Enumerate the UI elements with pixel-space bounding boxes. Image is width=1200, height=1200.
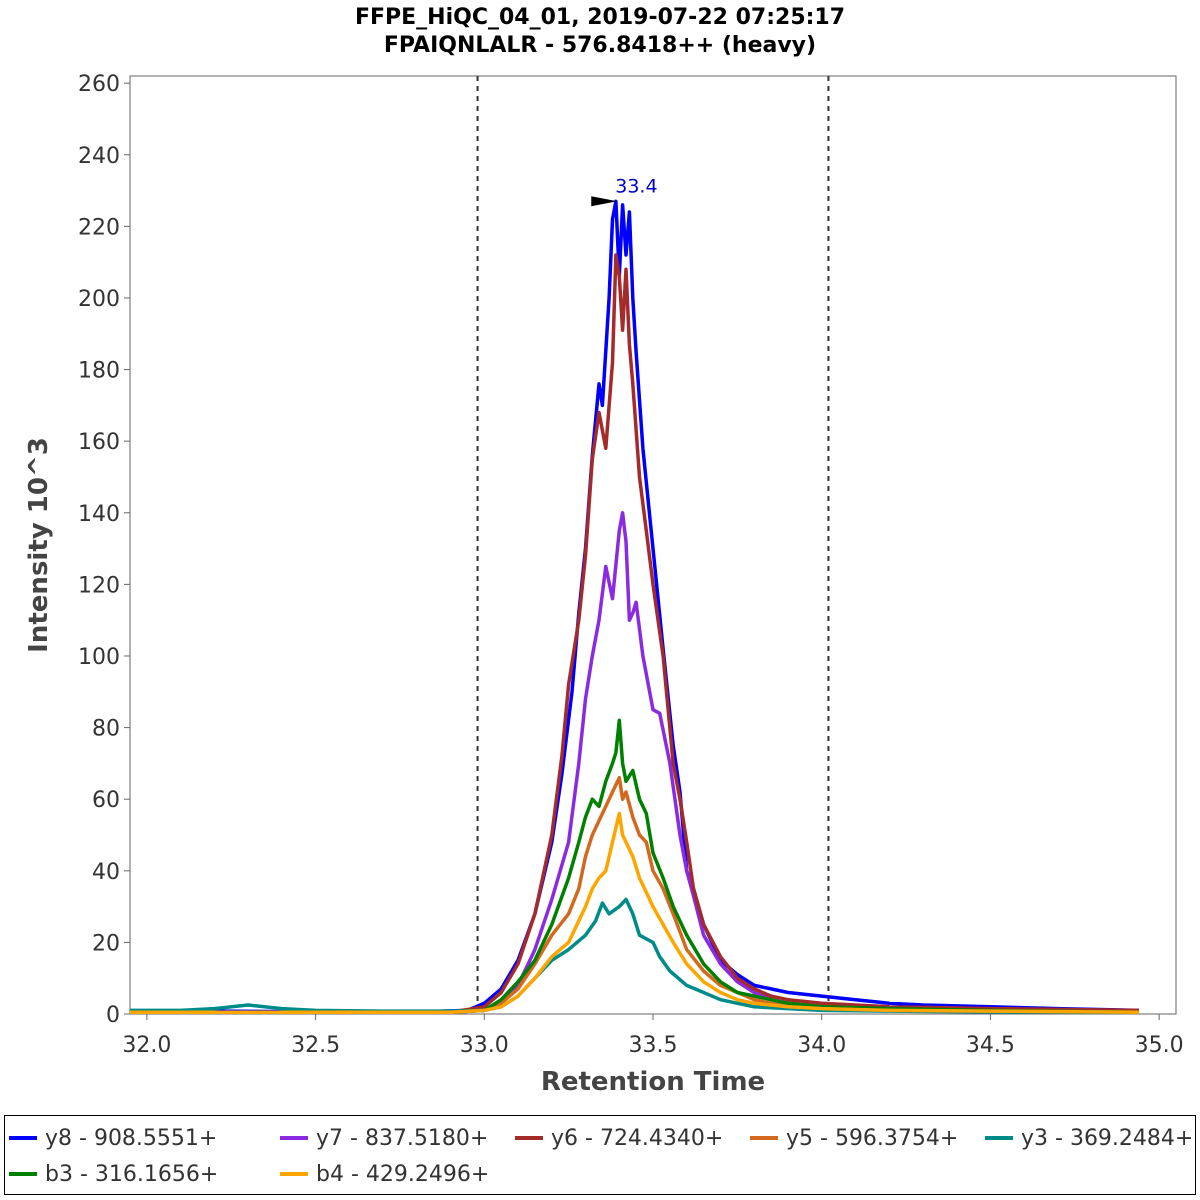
legend-item: y8 - 908.5551+ — [9, 1122, 217, 1154]
peak-annotation: 33.4 — [591, 175, 658, 207]
peak-label: 33.4 — [615, 175, 657, 197]
series-line-1 — [130, 511, 1139, 1014]
x-tick-label: 33.5 — [629, 1033, 678, 1058]
y-tick-label: 120 — [78, 573, 120, 598]
y-tick-label: 100 — [78, 645, 120, 670]
legend-label: y6 - 724.4340+ — [551, 1125, 724, 1151]
legend-label: y5 - 596.3754+ — [786, 1125, 959, 1151]
legend-item: y3 - 369.2484+ — [985, 1122, 1193, 1154]
x-axis-label: Retention Time — [541, 1067, 765, 1097]
x-tick-label: 32.5 — [291, 1033, 340, 1058]
x-tick-label: 33.0 — [460, 1033, 509, 1058]
y-tick-label: 200 — [78, 287, 120, 312]
legend-swatch — [280, 1136, 308, 1140]
y-tick-label: 160 — [78, 430, 120, 455]
y-tick-label: 220 — [78, 215, 120, 240]
chart-title: FFPE_HiQC_04_01, 2019-07-22 07:25:17 — [355, 5, 845, 30]
x-axis: 32.0 32.5 33.0 33.5 34.0 34.5 35.0 — [122, 1014, 1184, 1058]
legend-item: b4 - 429.2496+ — [280, 1158, 489, 1190]
chart-subtitle: FPAIQNLALR - 576.8418++ (heavy) — [384, 33, 816, 58]
legend-item: y5 - 596.3754+ — [750, 1122, 958, 1154]
peak-arrow-icon — [591, 196, 618, 207]
legend-swatch — [515, 1136, 543, 1140]
x-tick-label: 35.0 — [1135, 1033, 1184, 1058]
y-tick-label: 20 — [92, 931, 120, 956]
y-tick-label: 60 — [92, 788, 120, 813]
series-lines — [129, 199, 1139, 1014]
legend-item: y7 - 837.5180+ — [280, 1122, 488, 1154]
legend-label: y8 - 908.5551+ — [45, 1125, 218, 1151]
x-tick-label: 32.0 — [122, 1033, 171, 1058]
legend-swatch — [280, 1172, 308, 1176]
y-axis-label: Intensity 10^3 — [24, 437, 54, 653]
y-tick-label: 180 — [78, 359, 120, 384]
y-tick-label: 260 — [78, 72, 120, 97]
x-tick-label: 34.0 — [797, 1033, 846, 1058]
series-line-6 — [130, 811, 1139, 1014]
legend-item: y6 - 724.4340+ — [515, 1122, 723, 1154]
legend-label: y7 - 837.5180+ — [316, 1125, 489, 1151]
x-tick-label: 34.5 — [966, 1033, 1015, 1058]
legend-swatch — [9, 1136, 37, 1140]
y-tick-label: 0 — [106, 1003, 120, 1028]
series-line-3 — [130, 775, 1139, 1014]
legend-label: b4 - 429.2496+ — [316, 1161, 490, 1187]
legend-swatch — [985, 1136, 1013, 1140]
legend-label: b3 - 316.1656+ — [45, 1161, 219, 1187]
y-tick-label: 40 — [92, 860, 120, 885]
y-axis: 0 20 40 60 80 100 120 140 160 180 200 220 240 260 — [78, 72, 130, 1028]
series-line-5 — [130, 718, 1139, 1014]
y-tick-label: 80 — [92, 717, 120, 742]
integration-boundaries — [476, 76, 830, 1014]
legend: y8 - 908.5551+ y7 - 837.5180+ y6 - 724.434… — [4, 1115, 1196, 1195]
legend-swatch — [750, 1136, 778, 1140]
legend-item: b3 - 316.1656+ — [9, 1158, 218, 1190]
y-tick-label: 140 — [78, 502, 120, 527]
legend-swatch — [9, 1172, 37, 1176]
y-tick-label: 240 — [78, 144, 120, 169]
series-line-2 — [130, 253, 1139, 1014]
legend-label: y3 - 369.2484+ — [1021, 1125, 1194, 1151]
